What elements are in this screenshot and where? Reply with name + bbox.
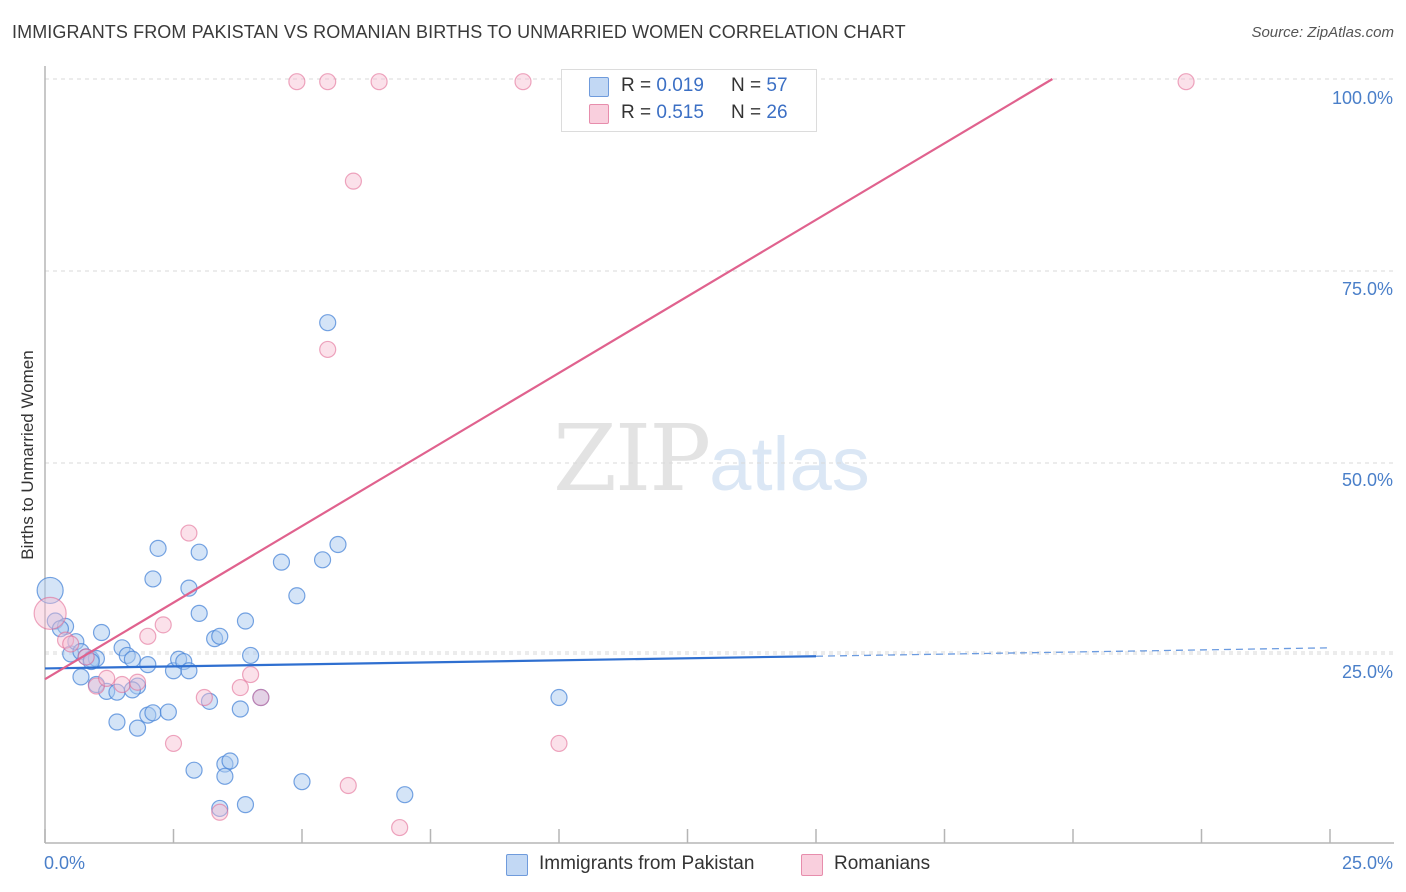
romanians-point <box>242 665 260 684</box>
pakistan-point <box>293 773 311 791</box>
romanians-point <box>154 616 172 634</box>
pakistan-point <box>149 539 167 557</box>
romanians-point <box>33 596 67 630</box>
pakistan-point <box>144 704 162 722</box>
pakistan-point <box>190 543 208 561</box>
romanians-point <box>164 734 183 753</box>
pakistan-point <box>211 799 229 818</box>
pakistan-point <box>211 627 229 645</box>
legend-swatch-romanians-bottom <box>801 854 823 876</box>
pakistan-point <box>272 553 291 571</box>
pakistan-point <box>236 796 255 814</box>
pakistan-point <box>36 576 64 605</box>
source-credit: Source: ZipAtlas.com <box>1251 24 1394 41</box>
romanians-point <box>62 635 80 653</box>
legend-swatch-pakistan-bottom <box>506 854 528 876</box>
pakistan-point <box>231 700 249 718</box>
pakistan-point <box>123 650 141 668</box>
romanians-points <box>33 73 1195 837</box>
x-tick-label: 25.0% <box>1342 853 1393 873</box>
legend-row-pakistan: R = 0.019 N = 57 <box>562 73 816 99</box>
legend-n-romanians: N = 26 <box>731 102 788 123</box>
pakistan-point <box>159 703 177 721</box>
romanians-point <box>128 673 147 691</box>
pakistan-point <box>313 551 332 569</box>
pakistan-point <box>221 752 239 770</box>
pakistan-point <box>185 761 203 779</box>
pakistan-point <box>128 719 147 737</box>
pakistan-trend-dashed <box>815 647 1331 657</box>
romanians-point <box>231 678 249 697</box>
romanians-point <box>370 73 388 91</box>
pakistan-point <box>72 668 90 686</box>
pakistan-point <box>144 570 162 588</box>
watermark: ZIPatlas <box>553 405 870 512</box>
trend-lines <box>44 78 1331 681</box>
romanians-point <box>211 803 229 821</box>
pakistan-point <box>108 713 126 731</box>
y-tick-label: 50.0% <box>1342 470 1393 490</box>
romanians-point <box>252 688 270 707</box>
romanians-point <box>344 172 362 190</box>
romanians-point <box>550 734 568 753</box>
y-tick-label: 100.0% <box>1332 88 1393 108</box>
romanians-point <box>98 669 116 688</box>
pakistan-point <box>550 688 568 707</box>
romanians-point <box>319 73 337 91</box>
romanians-trend <box>44 78 1054 681</box>
pakistan-trend-solid <box>44 655 817 670</box>
y-axis-label: Births to Unmarried Women <box>18 350 37 560</box>
pakistan-point <box>396 786 414 804</box>
pakistan-point <box>236 612 255 630</box>
legend-swatch-romanians <box>589 104 609 124</box>
series-legend: Immigrants from Pakistan Romanians <box>0 852 1406 878</box>
romanians-point <box>514 73 532 91</box>
romanians-point <box>180 524 198 542</box>
legend-n-pakistan: N = 57 <box>731 75 788 96</box>
legend-r-pakistan: R = 0.019 <box>621 75 704 96</box>
grid-lines <box>45 78 1394 655</box>
pakistan-point <box>92 623 111 642</box>
romanians-point <box>391 818 409 837</box>
pakistan-point <box>288 587 306 605</box>
legend-row-romanians: R = 0.515 N = 26 <box>562 100 816 126</box>
legend-label-romanians: Romanians <box>834 853 931 874</box>
pakistan-point <box>190 604 208 622</box>
y-tick-label: 75.0% <box>1342 279 1393 299</box>
tick-labels: 100.0% 75.0% 50.0% 25.0% 0.0% 25.0% <box>44 88 1393 873</box>
pakistan-point <box>216 767 234 785</box>
pakistan-point <box>319 314 337 332</box>
romanians-point <box>113 675 131 694</box>
y-tick-label: 25.0% <box>1342 662 1393 682</box>
chart-title: IMMIGRANTS FROM PAKISTAN VS ROMANIAN BIR… <box>12 22 906 42</box>
watermark-atlas: atlas <box>709 422 870 507</box>
pakistan-points <box>36 314 568 818</box>
watermark-zip: ZIP <box>553 405 711 512</box>
correlation-legend: R = 0.019 N = 57 R = 0.515 N = 26 <box>561 69 817 132</box>
x-tick-label: 0.0% <box>44 853 85 873</box>
romanians-point <box>1177 73 1195 91</box>
legend-label-pakistan: Immigrants from Pakistan <box>539 853 755 874</box>
romanians-point <box>288 73 306 91</box>
romanians-point <box>195 688 213 707</box>
romanians-point <box>319 340 337 359</box>
legend-r-romanians: R = 0.515 <box>621 102 704 123</box>
pakistan-point <box>329 535 347 554</box>
pakistan-point <box>139 656 157 674</box>
romanians-point <box>139 627 157 645</box>
legend-swatch-pakistan <box>589 77 609 97</box>
pakistan-point <box>82 652 100 671</box>
romanians-point <box>339 776 357 795</box>
pakistan-point <box>242 646 260 665</box>
axes <box>44 66 1394 844</box>
